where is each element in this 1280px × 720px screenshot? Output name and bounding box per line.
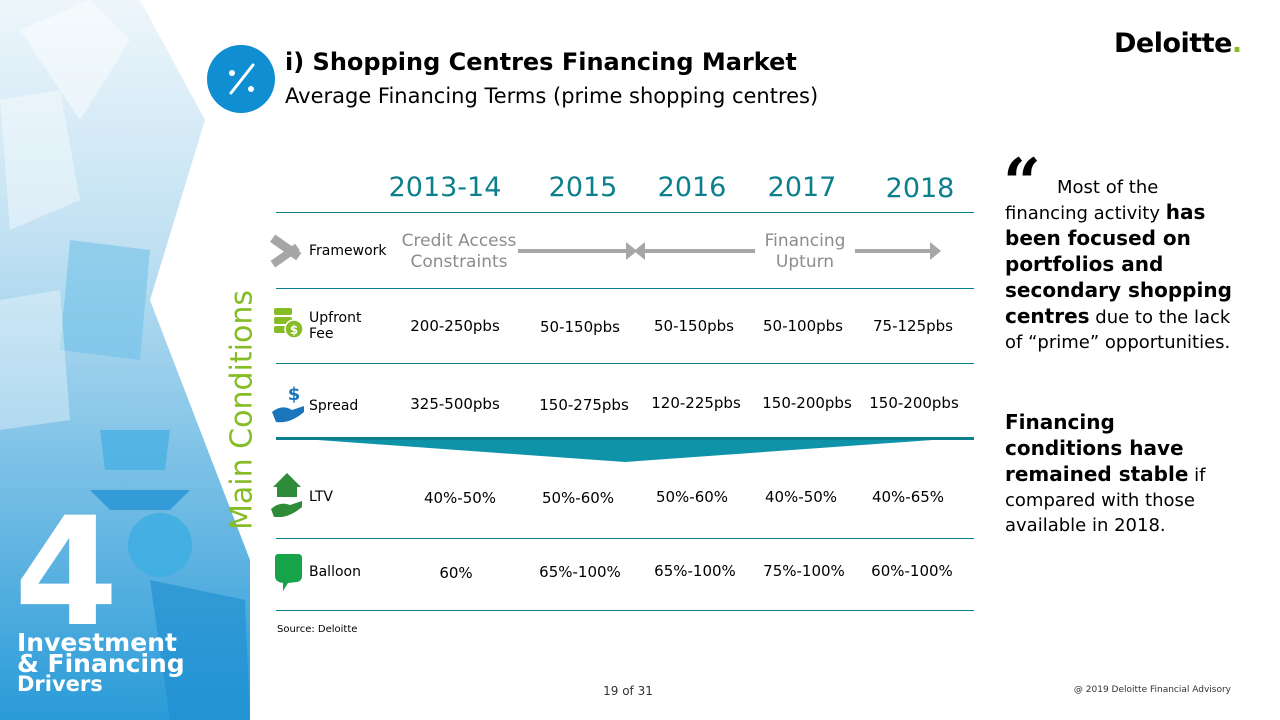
table-cell: 65%-100%	[539, 563, 621, 581]
credit-access-note: Credit Access Constraints	[393, 231, 525, 273]
quote-emphasis: has been focused on portfolios and secon…	[1005, 200, 1232, 328]
quote-paragraph: Most of the financing activity has been …	[1005, 175, 1235, 355]
section-title-line: & Financing	[17, 649, 185, 678]
table-rule	[276, 288, 974, 289]
arrow-right-head	[930, 242, 941, 260]
row-label-ltv: LTV	[309, 489, 334, 505]
logo-dot: .	[1231, 28, 1242, 59]
arrow-right-line	[518, 249, 630, 253]
deloitte-logo: Deloitte.	[1114, 28, 1242, 59]
note-line: Upturn	[775, 252, 835, 272]
note-line: Credit Access	[401, 231, 517, 251]
page-number: 19 of 31	[603, 684, 653, 698]
table-cell: 325-500pbs	[410, 395, 500, 413]
section-number: 4	[14, 486, 119, 660]
table-cell: 60%	[439, 564, 473, 582]
percent-icon	[207, 45, 275, 113]
table-cell: 50-150pbs	[654, 317, 734, 335]
stable-paragraph: Financing conditions have remained stabl…	[1005, 410, 1235, 538]
section-title-line: Drivers	[17, 672, 103, 696]
table-cell: 75-125pbs	[873, 317, 953, 335]
table-cell: 50-100pbs	[763, 317, 843, 335]
row-label-line: Fee	[309, 326, 334, 342]
quote-text: Most of the financing activity	[1005, 177, 1166, 224]
table-rule	[276, 610, 974, 611]
year-header: 2017	[767, 172, 837, 203]
financing-upturn-note: Financing Upturn	[752, 231, 858, 273]
row-label-line: Upfront	[309, 310, 362, 326]
table-cell: 65%-100%	[654, 562, 736, 580]
speech-bubble-icon	[274, 552, 310, 592]
row-label-spread: Spread	[309, 398, 359, 414]
section-title: Investment & Financing Drivers	[17, 628, 185, 696]
row-label-framework: Framework	[309, 243, 387, 259]
svg-text:$: $	[288, 384, 301, 405]
table-rule	[276, 538, 974, 539]
table-cell: 200-250pbs	[410, 317, 500, 335]
note-line: Financing	[764, 231, 846, 251]
arrow-right-head	[626, 242, 637, 260]
logo-text: Deloitte	[1114, 28, 1232, 59]
table-rule	[276, 212, 974, 213]
page-title: i) Shopping Centres Financing Market	[285, 48, 797, 76]
table-cell: 50%-60%	[655, 488, 729, 506]
table-cell: 150-275pbs	[539, 396, 629, 414]
arrow-left-head	[634, 242, 645, 260]
note-line: Constraints	[410, 252, 508, 272]
house-hand-icon	[270, 473, 306, 518]
table-rule	[276, 363, 974, 364]
arrow-right-line	[855, 249, 933, 253]
table-cell: 150-200pbs	[762, 394, 852, 412]
table-cell: 50-150pbs	[540, 318, 620, 336]
year-header: 2013-14	[388, 172, 502, 203]
section-sidebar	[0, 0, 250, 720]
shopping-collage-illustration	[0, 0, 250, 720]
teal-divider-band	[276, 437, 974, 462]
quote-text: if compared with those available in 2018…	[1005, 465, 1206, 536]
table-cell: 40%-50%	[764, 488, 838, 506]
year-header: 2018	[885, 173, 955, 204]
main-conditions-label: Main Conditions	[224, 290, 260, 530]
table-cell: 40%-50%	[423, 489, 497, 507]
table-cell: 150-200pbs	[869, 394, 959, 412]
svg-text:$: $	[290, 323, 298, 337]
page-subtitle: Average Financing Terms (prime shopping …	[285, 84, 819, 108]
quote-mark-icon: “	[1003, 144, 1041, 222]
source-note: Source: Deloitte	[277, 624, 358, 635]
year-header: 2015	[548, 172, 618, 203]
hand-dollar-icon: $	[270, 384, 306, 424]
arrow-left-line	[642, 249, 755, 253]
handshake-icon	[268, 231, 304, 271]
section-title-line: Investment	[17, 628, 177, 657]
coins-icon: $	[272, 306, 308, 346]
table-cell: 75%-100%	[763, 562, 845, 580]
row-label-upfront-fee: Upfront Fee	[309, 310, 361, 342]
year-header: 2016	[657, 172, 727, 203]
row-label-balloon: Balloon	[309, 564, 361, 580]
table-cell: 60%-100%	[871, 562, 953, 580]
quote-emphasis: Financing conditions have remained stabl…	[1005, 410, 1189, 486]
table-cell: 120-225pbs	[651, 394, 741, 412]
quote-text: due to the lack of “prime” opportunities…	[1005, 307, 1231, 353]
table-cell: 40%-65%	[871, 488, 945, 506]
table-cell: 50%-60%	[541, 489, 615, 507]
copyright-note: @ 2019 Deloitte Financial Advisory	[1073, 685, 1231, 695]
